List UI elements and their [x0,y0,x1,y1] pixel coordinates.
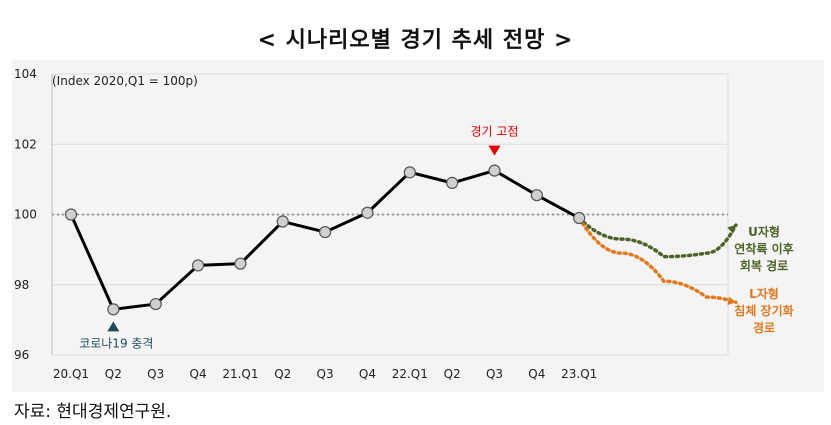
x-tick-label: Q3 [147,367,164,381]
y-tick-label: 104 [14,67,37,81]
x-tick-label: Q2 [105,367,122,381]
x-tick-label: 21.Q1 [222,367,258,381]
x-tick-label: Q3 [486,367,503,381]
y-tick-label: 98 [14,278,29,292]
y-tick-label: 96 [14,348,29,362]
scenario-arrow-1 [727,296,736,306]
data-point [191,259,205,272]
scenario-path-0 [577,216,738,259]
scenario-label-line: 경로 [753,321,775,335]
x-tick-label: 22.Q1 [392,367,428,381]
x-tick-label: Q4 [190,367,207,381]
annotations: 코로나19 충격 경기 고점 [79,125,518,351]
x-tick-label: Q4 [359,367,376,381]
y-tick-label: 102 [14,137,37,151]
data-point [403,166,416,179]
x-tick-label: 20.Q1 [53,367,89,381]
x-tick-label: 23.Q1 [561,367,597,381]
data-point [530,189,543,202]
axis-labels: 96 98 100 102 104 20.Q1 Q2 Q3 Q4 21.Q1 Q2 Q3 Q4 22.Q1… [14,67,597,381]
scenario-label-line: 회복 경로 [740,258,788,273]
series-markers [64,164,586,316]
data-point [64,208,78,221]
scenario-label-line: 연착륙 이후 [734,241,793,256]
annotation-label: 경기 고점 [471,125,519,139]
data-point [234,257,247,270]
data-point [107,303,120,316]
data-point [276,215,289,228]
annotation-arrow-down [488,145,501,156]
annotation-label: 코로나19 충격 [79,336,153,350]
data-point [573,211,586,225]
scenario-label-line: 침체 장기화 [734,303,793,318]
data-point [361,206,374,219]
chart-panel [12,60,824,392]
scenario-label-line: U자형 [748,224,780,239]
grid-lines [51,73,729,356]
annotation-arrow-up [107,321,120,332]
scenario-arrow-0 [727,225,736,234]
series-line [69,169,580,311]
scenario-label-line: L자형 [749,286,779,301]
data-point [149,297,162,311]
data-point [446,176,459,189]
x-tick-label: Q3 [317,367,334,381]
source-note: 자료: 현대경제연구원. [14,402,172,422]
chart-title: < 시나리오별 경기 추세 전망 > [257,28,574,53]
x-tick-label: Q2 [274,367,291,381]
index-note: (Index 2020,Q1 = 100p) [52,74,198,88]
data-point [488,164,501,177]
y-tick-label: 100 [14,208,37,222]
x-tick-label: Q2 [444,367,461,381]
x-tick-label: Q4 [528,367,545,381]
data-point [319,225,332,239]
scenario-path-1 [577,216,738,305]
